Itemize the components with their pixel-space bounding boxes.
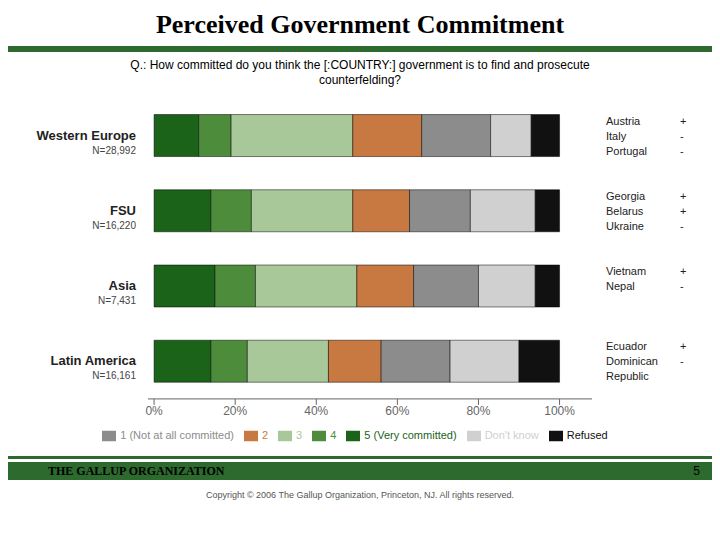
- svg-text:Austria: Austria: [606, 115, 641, 127]
- svg-text:0%: 0%: [145, 404, 163, 418]
- svg-text:N=16,161: N=16,161: [92, 370, 136, 381]
- html-text:5 (Very committed): 5 (Very committed): [364, 428, 457, 441]
- html-text:Perceived Government Commitmen: Perceived Government Commitment: [155, 10, 565, 39]
- svg-text:60%: 60%: [385, 404, 409, 418]
- svg-text:+: +: [680, 190, 686, 202]
- svg-text:Republic: Republic: [606, 370, 649, 382]
- svg-text:+: +: [680, 340, 686, 352]
- svg-text:-: -: [680, 220, 684, 232]
- svg-text:N=16,220: N=16,220: [92, 220, 136, 231]
- svg-text:20%: 20%: [223, 404, 247, 418]
- html-text:Refused: Refused: [566, 428, 608, 441]
- html-text:3: 3: [296, 428, 303, 441]
- svg-text:Georgia: Georgia: [606, 190, 646, 202]
- html-text:Copyright © 2006 The Gallup Or: Copyright © 2006 The Gallup Organization…: [205, 490, 515, 500]
- html-text:4: 4: [330, 428, 337, 441]
- svg-text:Ukraine: Ukraine: [606, 220, 644, 232]
- svg-text:Western Europe: Western Europe: [37, 128, 136, 143]
- svg-text:-: -: [680, 145, 684, 157]
- svg-text:Portugal: Portugal: [606, 145, 647, 157]
- svg-text:Nepal: Nepal: [606, 280, 635, 292]
- svg-text:Italy: Italy: [606, 130, 627, 142]
- svg-text:Dominican: Dominican: [606, 355, 658, 367]
- svg-text:40%: 40%: [304, 404, 328, 418]
- svg-text:-: -: [680, 280, 684, 292]
- svg-text:100%: 100%: [544, 404, 575, 418]
- svg-text:Latin America: Latin America: [51, 353, 137, 368]
- html-text:Q.: How committed do you think: Q.: How committed do you think the [:COU…: [130, 58, 590, 87]
- html-text:THE GALLUP ORGANIZATION: THE GALLUP ORGANIZATION: [48, 463, 225, 478]
- svg-text:FSU: FSU: [110, 203, 136, 218]
- svg-text:-: -: [680, 130, 684, 142]
- svg-text:+: +: [680, 265, 686, 277]
- html-text:1 (Not at all committed): 1 (Not at all committed): [120, 428, 234, 441]
- svg-text:Ecuador: Ecuador: [606, 340, 647, 352]
- html-text:5: 5: [693, 464, 700, 478]
- svg-text:-: -: [680, 355, 684, 367]
- html-text:2: 2: [262, 428, 269, 441]
- html-text:Don't know: Don't know: [484, 428, 539, 441]
- svg-text:Vietnam: Vietnam: [606, 265, 646, 277]
- svg-text:80%: 80%: [466, 404, 490, 418]
- svg-text:Asia: Asia: [109, 278, 137, 293]
- svg-text:N=7,431: N=7,431: [98, 295, 137, 306]
- svg-text:+: +: [680, 115, 686, 127]
- svg-text:N=28,992: N=28,992: [92, 145, 136, 156]
- svg-text:+: +: [680, 205, 686, 217]
- svg-text:Belarus: Belarus: [606, 205, 644, 217]
